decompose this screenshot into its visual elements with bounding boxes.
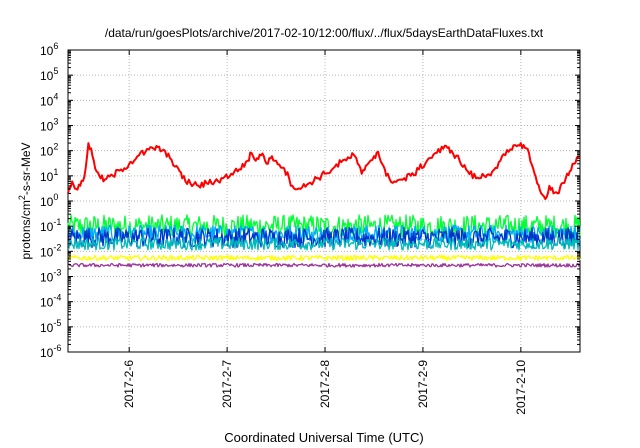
y-axis-ticks: 10-6 10-5 10-4 10-3 10-2 10-1 100 101 102 103 104 1… bbox=[40, 41, 580, 360]
y-tick-label: 101 bbox=[40, 167, 58, 184]
x-tick-label: 2017-2-6 bbox=[122, 360, 136, 408]
y-tick-label: 100 bbox=[40, 192, 58, 209]
y-tick-label: 10-2 bbox=[40, 242, 61, 259]
y-tick-label: 105 bbox=[40, 66, 58, 83]
y-axis-label-main: protons/cm bbox=[19, 200, 33, 259]
y-tick-label: 10-5 bbox=[40, 318, 61, 335]
y-tick-label: 10-3 bbox=[40, 268, 61, 285]
x-tick-label: 2017-2-9 bbox=[416, 360, 430, 408]
y-tick-label: 103 bbox=[40, 117, 58, 134]
y-tick-label: 106 bbox=[40, 41, 58, 58]
x-tick-label: 2017-2-7 bbox=[220, 360, 234, 408]
grid bbox=[68, 50, 580, 352]
y-tick-label: 10-1 bbox=[40, 217, 61, 234]
x-tick-label: 2017-2-10 bbox=[514, 360, 528, 415]
x-axis-ticks: 2017-2-6 2017-2-7 2017-2-8 2017-2-9 2017-2-1… bbox=[122, 50, 528, 415]
series-line bbox=[67, 226, 581, 249]
y-tick-label: 10-4 bbox=[40, 293, 61, 310]
x-axis-label: Coordinated Universal Time (UTC) bbox=[224, 430, 423, 445]
series-line bbox=[67, 142, 581, 200]
series-line bbox=[67, 254, 581, 262]
y-axis-label-rest: -s-sr-MeV bbox=[19, 142, 33, 195]
series-group bbox=[67, 142, 581, 268]
y-tick-label: 10-6 bbox=[40, 343, 61, 360]
y-tick-label: 102 bbox=[40, 142, 58, 159]
y-axis-label-sup: 2 bbox=[17, 195, 27, 200]
x-tick-label: 2017-2-8 bbox=[318, 360, 332, 408]
series-line bbox=[67, 262, 581, 268]
y-tick-label: 104 bbox=[40, 91, 58, 108]
y-axis-label: protons/cm2-s-sr-MeV bbox=[17, 142, 33, 259]
series-line bbox=[67, 236, 581, 251]
chart-title: /data/run/goesPlots/archive/2017-02-10/1… bbox=[105, 26, 544, 40]
